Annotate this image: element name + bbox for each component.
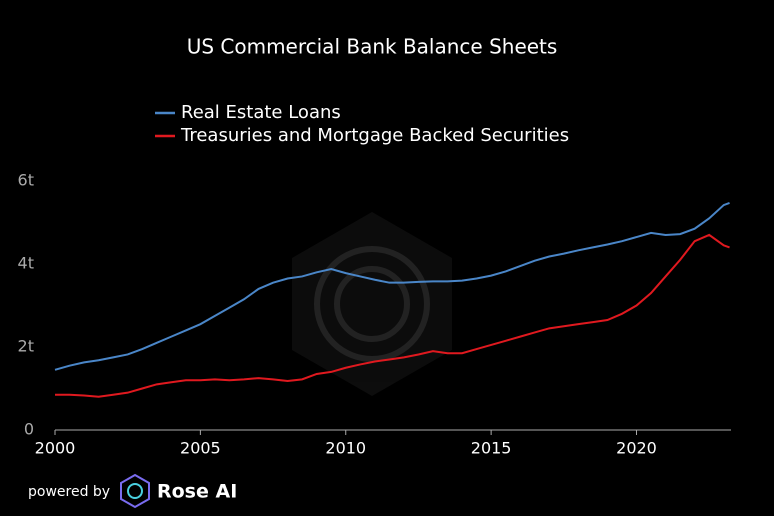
x-tick-label: 2005 bbox=[180, 439, 221, 458]
y-tick-label: 0 bbox=[24, 420, 34, 439]
y-tick-label: 6t bbox=[18, 171, 34, 190]
series-line bbox=[55, 233, 730, 398]
watermark bbox=[292, 212, 452, 396]
x-tick-label: 2000 bbox=[35, 439, 76, 458]
brand: Rose AI bbox=[157, 481, 237, 503]
series-line bbox=[54, 202, 730, 371]
y-tick-label: 2t bbox=[18, 337, 34, 356]
chart-title: US Commercial Bank Balance Sheets bbox=[187, 35, 558, 59]
legend-label: Treasuries and Mortgage Backed Securitie… bbox=[180, 125, 569, 146]
legend-label: Real Estate Loans bbox=[181, 102, 341, 123]
x-tick-label: 2010 bbox=[325, 439, 366, 458]
y-tick-label: 4t bbox=[18, 254, 34, 273]
footer: powered by bbox=[28, 484, 110, 500]
x-tick-label: 2015 bbox=[471, 439, 512, 458]
x-tick-label: 2020 bbox=[616, 439, 657, 458]
brand-logo bbox=[120, 473, 150, 509]
